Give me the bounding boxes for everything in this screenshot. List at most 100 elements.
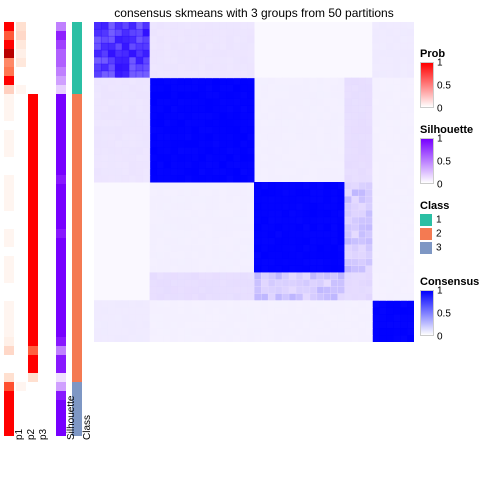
annotation-cell [16,202,26,211]
annotation-cell [4,382,14,391]
annotation-cell [4,193,14,202]
annotation-cell [4,121,14,130]
annotation-col-class [72,22,82,436]
legend-item-label: 1 [436,215,442,226]
legend-item: 3 [420,242,449,254]
annotation-cell [28,283,38,292]
annotation-cell [28,400,38,409]
annotation-cell [56,292,66,301]
annotation-cell [56,193,66,202]
annotation-cell [72,256,82,265]
annotation-cell [16,175,26,184]
annotation-cell [4,139,14,148]
annotation-cell [16,328,26,337]
annotation-cell [72,238,82,247]
annotation-cell [72,40,82,49]
legend-prob: Prob00.51 [420,48,445,108]
annotation-cell [16,67,26,76]
annotation-cell [16,130,26,139]
annotation-cell [4,301,14,310]
annotation-cell [28,130,38,139]
axis-label-p2: p2 [26,429,37,440]
annotation-cell [28,175,38,184]
annotation-cell [56,400,66,409]
annotation-cell [4,49,14,58]
annotation-cell [28,328,38,337]
annotation-cell [56,238,66,247]
annotation-cell [72,184,82,193]
annotation-cell [72,31,82,40]
annotation-cell [16,382,26,391]
annotation-cell [56,391,66,400]
annotation-cell [28,67,38,76]
axis-label-p3: p3 [38,429,49,440]
annotation-cell [16,364,26,373]
annotation-cell [4,427,14,436]
legend-gradient: 00.51 [420,290,434,336]
annotation-cell [28,112,38,121]
annotation-cell [56,58,66,67]
legend-tick: 1 [433,286,443,297]
annotation-cell [16,256,26,265]
annotation-cell [28,211,38,220]
annotation-cell [16,337,26,346]
annotation-cell [16,184,26,193]
annotation-cell [4,31,14,40]
annotation-cell [4,148,14,157]
annotation-col-p2 [16,22,26,436]
annotation-cell [56,373,66,382]
annotation-cell [4,247,14,256]
annotation-cell [72,310,82,319]
annotation-cell [72,382,82,391]
annotation-cell [16,238,26,247]
annotation-cell [4,40,14,49]
annotation-cell [56,49,66,58]
annotation-cell [16,139,26,148]
legend-gradient: 00.51 [420,62,434,108]
annotation-cell [56,157,66,166]
annotation-cell [28,49,38,58]
legend-tick: 0.5 [433,81,451,92]
annotation-cell [56,346,66,355]
annotation-cell [16,76,26,85]
annotation-cell [72,337,82,346]
annotation-cell [16,40,26,49]
annotation-cell [4,157,14,166]
annotation-cell [4,94,14,103]
annotation-cell [72,85,82,94]
annotation-cell [56,175,66,184]
annotation-cell [16,103,26,112]
legend-tick: 0.5 [433,157,451,168]
annotation-cell [56,229,66,238]
annotation-cell [28,202,38,211]
annotation-col-p1 [4,22,14,436]
annotation-cell [28,409,38,418]
annotation-cell [4,103,14,112]
page-title: consensus skmeans with 3 groups from 50 … [94,6,414,20]
annotation-cell [28,76,38,85]
annotation-cell [4,85,14,94]
annotation-cell [72,283,82,292]
annotation-cell [16,85,26,94]
annotation-cell [56,265,66,274]
legend-item-label: 2 [436,229,442,240]
annotation-cell [28,382,38,391]
annotation-cell [16,391,26,400]
annotation-cell [16,220,26,229]
annotation-cell [16,58,26,67]
annotation-cell [4,256,14,265]
annotation-cell [56,103,66,112]
annotation-cell [28,274,38,283]
annotation-cell [56,40,66,49]
annotation-cell [72,157,82,166]
annotation-cell [16,247,26,256]
annotation-col-silhouette [56,22,66,436]
annotation-cell [72,121,82,130]
annotation-cell [4,67,14,76]
legend-consensus: Consensus00.51 [420,276,479,336]
annotation-cell [56,121,66,130]
annotation-cell [16,310,26,319]
annotation-cell [28,418,38,427]
annotation-cell [28,238,38,247]
annotation-cell [72,103,82,112]
